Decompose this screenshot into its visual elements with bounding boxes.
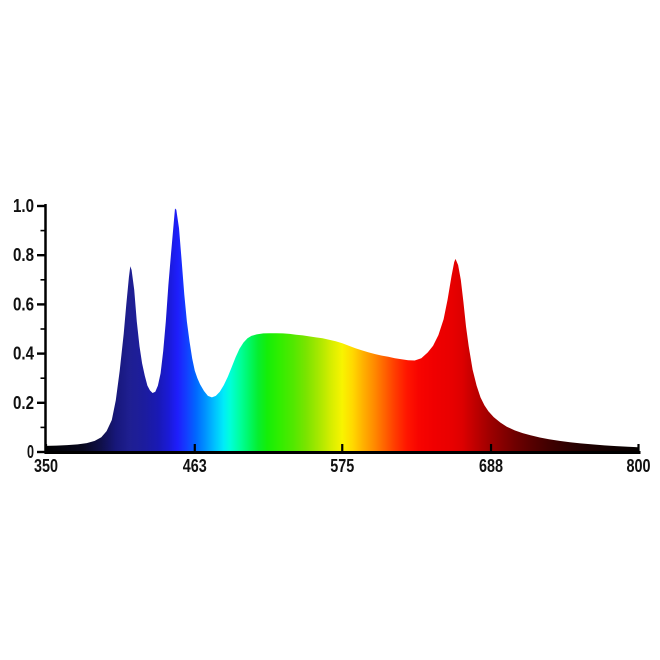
x-tick-label: 688 (479, 456, 503, 476)
tick-labels-group: 350 463 575 688 800 0 0.2 0.4 0.6 0.8 1.0 (13, 196, 651, 476)
x-tick-label: 350 (34, 456, 58, 476)
x-tick-label: 800 (627, 456, 651, 476)
spectrum-area-group (46, 208, 639, 452)
spectrum-area (46, 208, 639, 452)
y-tick-label: 0.6 (13, 294, 34, 314)
x-tick-label: 463 (183, 456, 207, 476)
y-tick-label: 0.2 (13, 393, 34, 413)
y-tick-label: 0.4 (13, 344, 34, 364)
y-tick-label: 1.0 (13, 196, 34, 216)
x-tick-label: 575 (330, 456, 354, 476)
ticks-group (37, 204, 640, 454)
y-tick-label: 0 (27, 442, 34, 462)
y-tick-label: 0.8 (13, 245, 34, 265)
